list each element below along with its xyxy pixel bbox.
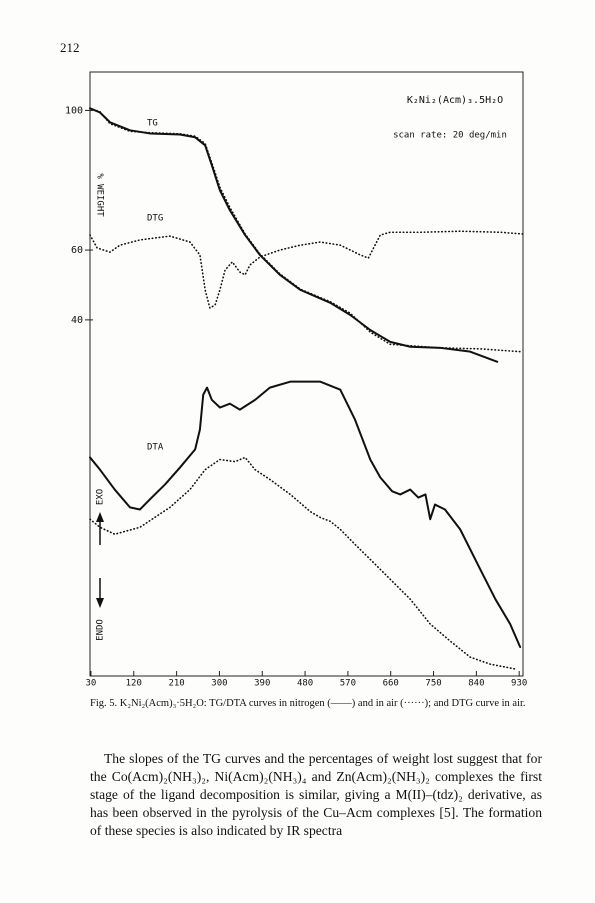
x-tick-label: 480 xyxy=(297,679,313,689)
y-axis-label: % WEIGHT xyxy=(95,173,105,217)
curve xyxy=(89,107,499,363)
curve-label: DTG xyxy=(147,214,163,224)
curve-label: TG xyxy=(147,119,158,129)
endo-arrow xyxy=(96,578,104,608)
curve xyxy=(89,107,521,353)
x-tick-label: 30 xyxy=(86,679,97,689)
y-tick-label: 100 xyxy=(65,105,83,116)
x-tick-label: 390 xyxy=(254,679,270,689)
plot-frame xyxy=(89,71,524,677)
curve-label: DTA xyxy=(147,443,164,453)
figure: % WEIGHT TG DTG DTA EXO ENDO K₂Ni₂(Acm)₃… xyxy=(65,71,527,689)
x-tick-label: 300 xyxy=(211,679,227,689)
page-number: 212 xyxy=(60,40,80,55)
endo-label: ENDO xyxy=(96,619,106,641)
curve xyxy=(89,230,524,309)
compound-label: K₂Ni₂(Acm)₃.5H₂O xyxy=(407,95,503,106)
y-tick-label: 40 xyxy=(71,315,83,326)
exo-label: EXO xyxy=(96,489,106,505)
x-tick-label: 840 xyxy=(468,679,484,689)
exo-arrow xyxy=(96,512,104,545)
x-tick-label: 660 xyxy=(383,679,399,689)
x-tick-label: 930 xyxy=(511,679,527,689)
curve xyxy=(89,456,517,670)
figure-caption: Fig. 5. K₂Ni₂(Acm)₃·5H₂O: TG/DTA curves … xyxy=(90,698,526,709)
y-tick-label: 60 xyxy=(71,245,83,256)
body-paragraph: The slopes of the TG curves and the perc… xyxy=(90,751,542,838)
x-tick-label: 210 xyxy=(168,679,184,689)
x-tick-label: 120 xyxy=(126,679,142,689)
x-tick-label: 750 xyxy=(425,679,441,689)
scan-rate-label: scan rate: 20 deg/min xyxy=(393,131,507,141)
curve xyxy=(89,380,522,649)
x-tick-label: 570 xyxy=(340,679,356,689)
